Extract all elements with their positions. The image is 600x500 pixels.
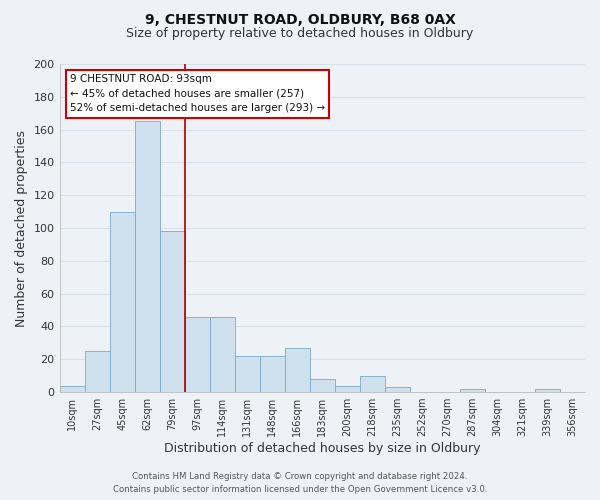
Y-axis label: Number of detached properties: Number of detached properties bbox=[15, 130, 28, 326]
Bar bbox=[185, 316, 209, 392]
Bar bbox=[59, 386, 85, 392]
Bar bbox=[260, 356, 285, 392]
Bar bbox=[335, 386, 360, 392]
Bar bbox=[235, 356, 260, 392]
X-axis label: Distribution of detached houses by size in Oldbury: Distribution of detached houses by size … bbox=[164, 442, 481, 455]
Bar bbox=[134, 122, 160, 392]
Text: Contains HM Land Registry data © Crown copyright and database right 2024.
Contai: Contains HM Land Registry data © Crown c… bbox=[113, 472, 487, 494]
Bar bbox=[285, 348, 310, 392]
Text: Size of property relative to detached houses in Oldbury: Size of property relative to detached ho… bbox=[127, 28, 473, 40]
Bar bbox=[110, 212, 134, 392]
Text: 9, CHESTNUT ROAD, OLDBURY, B68 0AX: 9, CHESTNUT ROAD, OLDBURY, B68 0AX bbox=[145, 12, 455, 26]
Text: 9 CHESTNUT ROAD: 93sqm
← 45% of detached houses are smaller (257)
52% of semi-de: 9 CHESTNUT ROAD: 93sqm ← 45% of detached… bbox=[70, 74, 325, 114]
Bar bbox=[535, 389, 560, 392]
Bar bbox=[360, 376, 385, 392]
Bar bbox=[209, 316, 235, 392]
Bar bbox=[385, 387, 410, 392]
Bar bbox=[310, 379, 335, 392]
Bar bbox=[160, 232, 185, 392]
Bar bbox=[460, 389, 485, 392]
Bar bbox=[85, 351, 110, 392]
